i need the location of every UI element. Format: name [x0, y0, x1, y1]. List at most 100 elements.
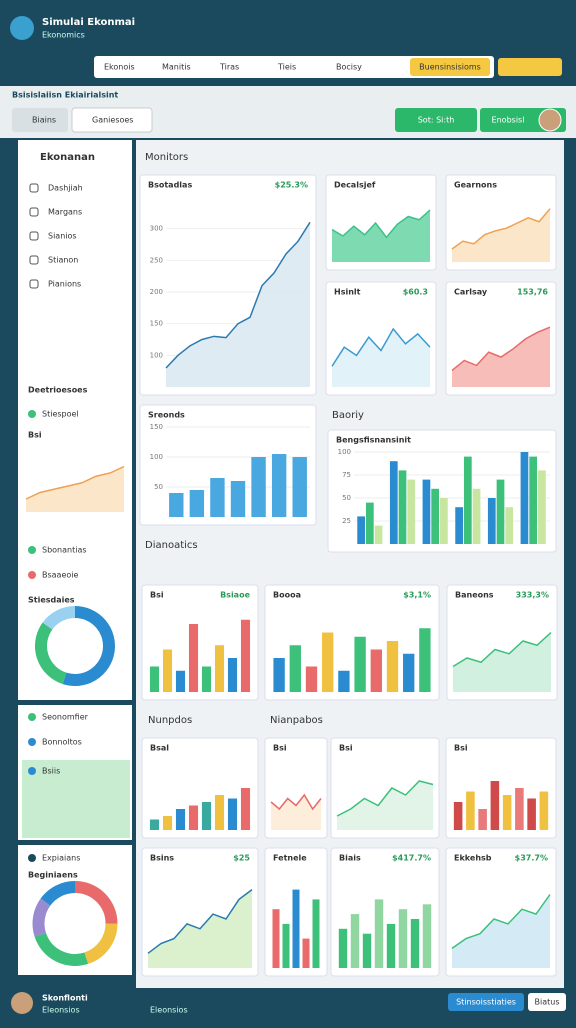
legend-dot — [28, 713, 36, 721]
bar — [305, 666, 318, 692]
nav-item[interactable]: Pianions — [48, 280, 81, 289]
footer-button[interactable] — [448, 993, 524, 1011]
legend-dot — [28, 571, 36, 579]
legend-label: Bsaaeoie — [42, 571, 79, 580]
y-tick-label: 200 — [150, 288, 163, 296]
donut-segment — [40, 881, 76, 906]
action-button[interactable] — [395, 108, 477, 132]
card-kpi: Bsiaoe — [220, 591, 250, 600]
bar — [463, 456, 472, 544]
donut-segment — [42, 606, 76, 630]
card-title: Bsi — [150, 591, 164, 600]
sidebar-section: Deetrioesoes — [28, 386, 88, 395]
bar — [149, 819, 160, 830]
toolbar-button-label: Buensinsisioms — [419, 63, 481, 72]
card-kpi: $3,1% — [403, 591, 431, 600]
toolbar-tab[interactable]: Ekonois — [104, 63, 135, 72]
donut-segment — [32, 898, 51, 937]
nav-icon — [29, 207, 39, 217]
nav-item[interactable]: Stianon — [48, 256, 78, 265]
card-title: Bsins — [150, 854, 174, 863]
bar — [466, 791, 475, 830]
toolbar-tab[interactable]: Tieis — [277, 63, 296, 72]
card-kpi: $25 — [233, 854, 250, 863]
card-kpi: 153,76 — [517, 288, 548, 297]
section-title: Nunpdos — [148, 715, 192, 726]
bar — [149, 666, 160, 692]
legend-dot — [28, 738, 36, 746]
bar — [188, 624, 199, 692]
app-title: Simulai Ekonmai — [42, 17, 135, 28]
bar — [175, 670, 186, 692]
y-tick-label: 25 — [342, 517, 351, 525]
area — [452, 894, 550, 968]
legend-dot — [28, 410, 36, 418]
y-tick-label: 100 — [150, 351, 163, 359]
footer-name: Skonflonti — [42, 994, 88, 1003]
y-tick-label: 75 — [342, 471, 351, 479]
bar — [410, 919, 420, 968]
bar — [374, 525, 383, 544]
area — [26, 466, 124, 512]
y-tick-label: 50 — [154, 483, 163, 491]
bar — [273, 658, 285, 692]
card-title: Bsi — [273, 744, 287, 753]
bar — [398, 909, 408, 968]
sidebar-title: Ekonanan — [40, 152, 95, 163]
line — [452, 631, 552, 668]
area — [337, 781, 433, 830]
nav-item[interactable]: Sianios — [48, 232, 77, 241]
avatar[interactable] — [538, 108, 562, 132]
legend-dot — [28, 767, 36, 775]
card-title: Stiesdaies — [28, 596, 75, 605]
legend-dot — [28, 546, 36, 554]
bar — [386, 923, 396, 968]
donut-segment — [74, 881, 118, 924]
app-subtitle: Ekonomics — [42, 31, 85, 40]
card-title: Bsi — [339, 744, 353, 753]
nav-item[interactable]: Dashjiah — [48, 184, 83, 193]
line — [331, 209, 431, 239]
filter[interactable] — [71, 107, 153, 133]
y-tick-label: 100 — [150, 453, 163, 461]
toolbar-button[interactable] — [498, 58, 562, 76]
nav-icon — [29, 255, 39, 265]
card-title: Fetnele — [273, 854, 307, 863]
footer-sub: Eleonsios — [150, 1006, 188, 1015]
toolbar-tab[interactable]: Tiras — [219, 63, 239, 72]
bar — [374, 899, 384, 968]
bar — [338, 928, 348, 968]
y-tick-label: 250 — [150, 256, 163, 264]
legend-label: Expiaians — [42, 854, 80, 863]
nav-item[interactable]: Margans — [48, 208, 82, 217]
toolbar-button[interactable] — [410, 58, 490, 76]
footer-avatar — [11, 992, 33, 1014]
y-tick-label: 300 — [150, 225, 163, 233]
card-kpi: $60.3 — [403, 288, 428, 297]
bar — [490, 781, 500, 830]
bar — [362, 933, 372, 968]
footer-button[interactable] — [528, 993, 566, 1011]
line — [451, 894, 551, 950]
bar — [282, 923, 290, 968]
bar — [292, 889, 300, 968]
bar — [455, 507, 463, 544]
filter[interactable] — [12, 108, 68, 132]
toolbar-tab[interactable]: Manitis — [162, 63, 191, 72]
y-tick-label: 100 — [338, 448, 351, 456]
bar — [422, 904, 432, 968]
footer-button-label: Stinsoisstiaties — [456, 998, 516, 1007]
bar — [478, 809, 487, 830]
bar — [201, 802, 212, 830]
bar — [271, 454, 287, 517]
line — [165, 221, 311, 369]
donut-segment — [84, 923, 118, 964]
y-tick-label: 150 — [150, 320, 163, 328]
toolbar — [94, 56, 494, 78]
map — [22, 760, 130, 838]
bar — [312, 899, 320, 968]
toolbar-tab[interactable]: Bocisy — [336, 63, 362, 72]
card-title: Bsal — [150, 744, 169, 753]
area — [166, 222, 310, 387]
area — [453, 632, 551, 692]
